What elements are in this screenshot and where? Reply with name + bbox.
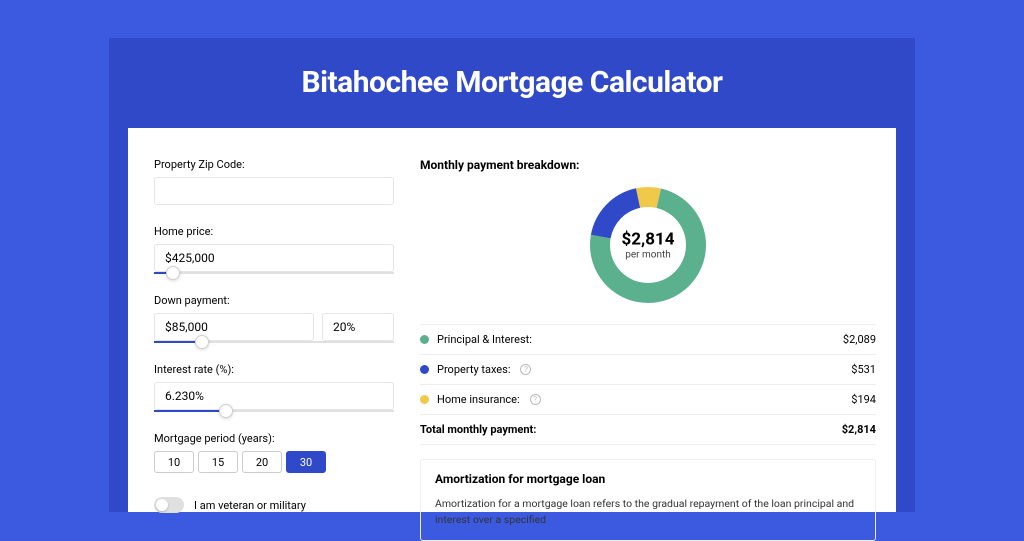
down-payment-percent-input[interactable]: 20% bbox=[322, 313, 394, 341]
legend-value: $531 bbox=[851, 363, 876, 376]
interest-rate-slider[interactable] bbox=[154, 410, 394, 412]
legend-label: Principal & Interest: bbox=[437, 333, 532, 346]
interest-rate-label: Interest rate (%): bbox=[154, 363, 394, 376]
legend-row: Property taxes:? $531 bbox=[420, 355, 876, 385]
period-option-10[interactable]: 10 bbox=[154, 451, 194, 473]
legend-row: Principal & Interest: $2,089 bbox=[420, 325, 876, 355]
legend-value: $194 bbox=[851, 393, 876, 406]
zip-input[interactable] bbox=[154, 177, 394, 205]
slider-thumb[interactable] bbox=[166, 266, 180, 280]
field-down-payment: Down payment: $85,000 20% bbox=[154, 294, 394, 343]
breakdown-header: Monthly payment breakdown: bbox=[420, 158, 876, 172]
home-price-input[interactable]: $425,000 bbox=[154, 244, 394, 272]
down-payment-label: Down payment: bbox=[154, 294, 394, 307]
veteran-label: I am veteran or military bbox=[194, 499, 306, 512]
field-home-price: Home price: $425,000 bbox=[154, 225, 394, 274]
form-column: Property Zip Code: Home price: $425,000 … bbox=[154, 158, 394, 513]
period-option-20[interactable]: 20 bbox=[242, 451, 282, 473]
page-title: Bitahochee Mortgage Calculator bbox=[0, 65, 1024, 100]
payment-donut-chart: $2,814 per month bbox=[587, 184, 709, 306]
legend-value: $2,089 bbox=[843, 333, 876, 346]
donut-sub: per month bbox=[622, 250, 675, 261]
amortization-card: Amortization for mortgage loan Amortizat… bbox=[420, 459, 876, 541]
breakdown-column: Monthly payment breakdown: $2,814 per mo… bbox=[420, 158, 876, 541]
veteran-toggle[interactable] bbox=[154, 497, 184, 513]
veteran-row: I am veteran or military bbox=[154, 497, 394, 513]
down-payment-amount-input[interactable]: $85,000 bbox=[154, 313, 314, 341]
legend-row: Home insurance:? $194 bbox=[420, 385, 876, 415]
legend-label: Home insurance: bbox=[437, 393, 520, 406]
legend: Principal & Interest: $2,089 Property taxe… bbox=[420, 324, 876, 445]
donut-center: $2,814 per month bbox=[622, 230, 675, 261]
period-option-30[interactable]: 30 bbox=[286, 451, 326, 473]
interest-rate-input[interactable]: 6.230% bbox=[154, 382, 394, 410]
field-interest-rate: Interest rate (%): 6.230% bbox=[154, 363, 394, 412]
legend-dot-icon bbox=[420, 335, 429, 344]
down-payment-slider[interactable] bbox=[154, 341, 394, 343]
field-mortgage-period: Mortgage period (years): 10152030 bbox=[154, 432, 394, 473]
mortgage-period-label: Mortgage period (years): bbox=[154, 432, 394, 445]
calculator-card: Property Zip Code: Home price: $425,000 … bbox=[128, 128, 896, 512]
slider-thumb[interactable] bbox=[195, 335, 209, 349]
legend-total-row: Total monthly payment: $2,814 bbox=[420, 415, 876, 445]
amortization-title: Amortization for mortgage loan bbox=[435, 472, 861, 486]
donut-amount: $2,814 bbox=[622, 230, 675, 250]
donut-wrap: $2,814 per month bbox=[420, 184, 876, 306]
field-zip: Property Zip Code: bbox=[154, 158, 394, 205]
zip-label: Property Zip Code: bbox=[154, 158, 394, 171]
home-price-slider[interactable] bbox=[154, 272, 394, 274]
legend-total-label: Total monthly payment: bbox=[420, 423, 536, 436]
home-price-label: Home price: bbox=[154, 225, 394, 238]
legend-dot-icon bbox=[420, 395, 429, 404]
legend-dot-icon bbox=[420, 365, 429, 374]
legend-label: Property taxes: bbox=[437, 363, 510, 376]
legend-total-value: $2,814 bbox=[842, 423, 876, 436]
slider-thumb[interactable] bbox=[219, 404, 233, 418]
period-option-15[interactable]: 15 bbox=[198, 451, 238, 473]
help-icon[interactable]: ? bbox=[520, 364, 531, 375]
help-icon[interactable]: ? bbox=[530, 394, 541, 405]
